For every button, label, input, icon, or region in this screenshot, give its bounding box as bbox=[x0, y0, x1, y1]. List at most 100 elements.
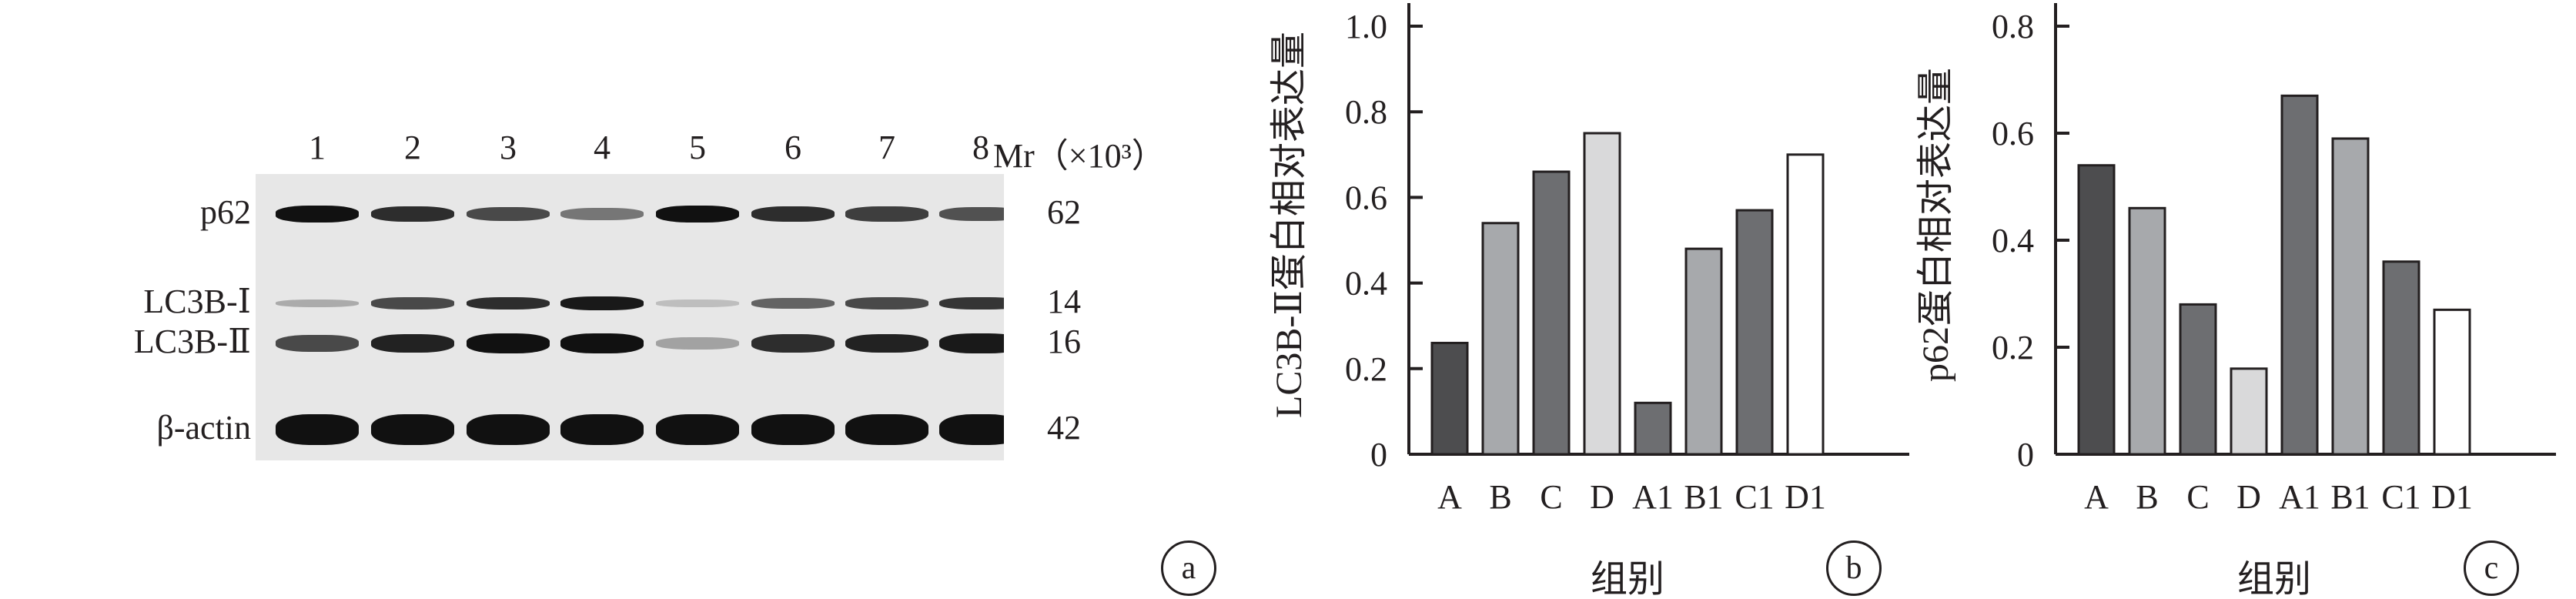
blot-band bbox=[371, 206, 454, 223]
blot-image bbox=[256, 174, 1004, 460]
x-tick-label: B bbox=[1489, 478, 1511, 516]
x-tick-label: C bbox=[2186, 478, 2209, 516]
x-tick-label: C bbox=[1540, 478, 1562, 516]
x-tick-label: D1 bbox=[2431, 478, 2473, 516]
blot-band bbox=[751, 206, 835, 223]
lane-number: 8 bbox=[972, 129, 989, 166]
molecular-weight-label: 62 bbox=[1047, 193, 1081, 231]
blot-band bbox=[656, 300, 739, 307]
molecular-weight-label: 42 bbox=[1047, 409, 1081, 447]
molecular-weight-label: 16 bbox=[1047, 323, 1081, 360]
blot-row-label: p62 bbox=[200, 193, 251, 231]
x-tick-label: D bbox=[1590, 478, 1614, 516]
blot-band bbox=[939, 206, 1004, 222]
bar-B1 bbox=[2331, 137, 2370, 456]
blot-band bbox=[845, 414, 928, 445]
y-tick-label: 1.0 bbox=[1345, 8, 1387, 45]
blot-band bbox=[751, 298, 835, 309]
blot-band bbox=[845, 333, 928, 353]
x-tick-label: A bbox=[2084, 478, 2109, 516]
blot-band bbox=[276, 299, 359, 308]
blot-row-label: LC3B-Ⅱ bbox=[133, 323, 251, 360]
bar-A1 bbox=[1634, 401, 1672, 456]
x-tick-label: B1 bbox=[2330, 478, 2370, 516]
bar-C bbox=[1532, 170, 1571, 456]
blot-band bbox=[939, 333, 1004, 353]
bar-C1 bbox=[2382, 260, 2420, 456]
blot-band bbox=[276, 206, 359, 223]
x-tick-label: A1 bbox=[1632, 478, 1674, 516]
y-axis-label: p62蛋白相对表达量 bbox=[1915, 68, 1956, 382]
blot-band bbox=[467, 414, 550, 445]
lane-number: 6 bbox=[785, 129, 801, 166]
lane-number: 3 bbox=[500, 129, 517, 166]
bar-A bbox=[1430, 341, 1469, 456]
y-tick-label: 0 bbox=[2017, 436, 2034, 474]
bar-C1 bbox=[1735, 209, 1774, 456]
bar-A1 bbox=[2280, 94, 2319, 456]
x-tick-label: A1 bbox=[2279, 478, 2320, 516]
x-tick-label: C1 bbox=[1735, 478, 1774, 516]
molecular-weight-label: 14 bbox=[1047, 283, 1081, 320]
x-tick-label: C1 bbox=[2381, 478, 2420, 516]
bar-A bbox=[2077, 164, 2116, 456]
y-tick-label: 0.6 bbox=[1992, 115, 2034, 152]
bar-D bbox=[1583, 132, 1621, 456]
x-tick-label: D bbox=[2236, 478, 2261, 516]
x-tick-label: A bbox=[1437, 478, 1462, 516]
panel-letter-c: c bbox=[2464, 540, 2519, 596]
blot-band bbox=[467, 296, 550, 310]
lane-number: 5 bbox=[689, 129, 706, 166]
bar-B bbox=[2128, 206, 2166, 456]
x-axis-label: 组别 bbox=[1591, 559, 1664, 599]
blot-band bbox=[371, 333, 454, 353]
panel-letter-a: a bbox=[1161, 540, 1216, 596]
blot-band bbox=[845, 297, 928, 310]
mr-label: Mr（×10³） bbox=[993, 137, 1166, 175]
lane-number: 1 bbox=[309, 129, 326, 166]
x-axis-label: 组别 bbox=[2237, 559, 2311, 599]
x-tick-label: B bbox=[2136, 478, 2158, 516]
blot-band bbox=[467, 206, 550, 222]
y-axis-label: LC3B-Ⅱ蛋白相对表达量 bbox=[1269, 32, 1310, 418]
blot-band bbox=[939, 414, 1004, 445]
blot-band bbox=[467, 333, 550, 353]
y-tick-label: 0 bbox=[1370, 436, 1387, 474]
blot-band bbox=[656, 337, 739, 350]
blot-row-label: LC3B-Ⅰ bbox=[143, 283, 251, 320]
chart-p62: 0 0.2 0.4 0.6 0.8 A B C D A1 B1 C1 D1 组别 p62蛋白相对表达量 bbox=[1915, 3, 2556, 599]
bar-D bbox=[2230, 367, 2268, 456]
y-tick-label: 0.2 bbox=[1992, 329, 2034, 366]
lane-number: 2 bbox=[404, 129, 421, 166]
blot-band bbox=[751, 414, 835, 445]
blot-band bbox=[371, 414, 454, 445]
y-tick-label: 0.4 bbox=[1992, 222, 2034, 259]
blot-band bbox=[939, 296, 1004, 310]
blot-band bbox=[276, 334, 359, 353]
blot-row-label: β-actin bbox=[156, 409, 251, 447]
y-tick-label: 0.6 bbox=[1345, 179, 1387, 216]
blot-band bbox=[560, 296, 644, 310]
blot-band bbox=[845, 206, 928, 222]
blot-band bbox=[560, 333, 644, 353]
bar-B1 bbox=[1684, 247, 1723, 456]
x-tick-label: D1 bbox=[1785, 478, 1826, 516]
y-tick-label: 0.8 bbox=[1992, 8, 2034, 45]
bar-D1 bbox=[1786, 153, 1825, 456]
panel-letter-b: b bbox=[1826, 540, 1882, 596]
blot-band bbox=[751, 333, 835, 353]
blot-band bbox=[656, 414, 739, 445]
blot-band bbox=[560, 208, 644, 220]
lane-number: 4 bbox=[594, 129, 611, 166]
chart-lc3b: 0 0.2 0.4 0.6 0.8 1.0 A B C D A1 B1 C1 D1 组别 LC3B-Ⅱ蛋白相对… bbox=[1269, 3, 1909, 599]
blot-band bbox=[560, 414, 644, 445]
bar-D1 bbox=[2433, 308, 2471, 456]
bar-B bbox=[1481, 222, 1520, 456]
y-tick-label: 0.4 bbox=[1345, 265, 1387, 303]
blot-band bbox=[371, 297, 454, 310]
x-tick-label: B1 bbox=[1684, 478, 1723, 516]
bar-C bbox=[2179, 303, 2217, 456]
lane-number: 7 bbox=[878, 129, 895, 166]
y-tick-label: 0.2 bbox=[1345, 350, 1387, 388]
blot-band bbox=[276, 414, 359, 445]
